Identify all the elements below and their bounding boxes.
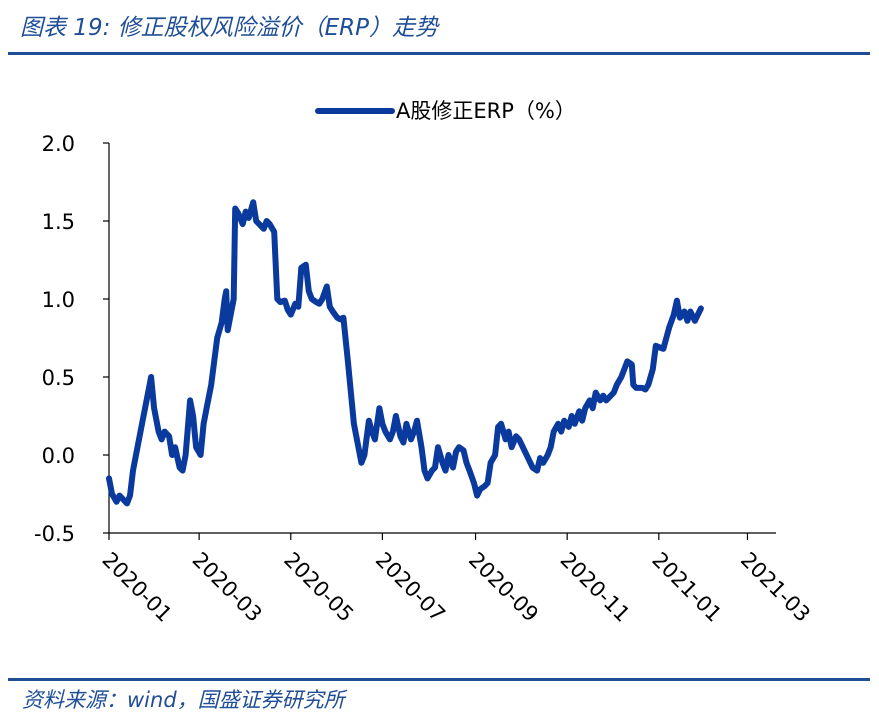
x-tick-label: 2020-03: [188, 548, 267, 627]
y-tick-label: 0.0: [42, 444, 75, 468]
figure-title: 图表 19: 修正股权风险溢价（ERP）走势: [20, 15, 439, 41]
series-line-a-share-erp: [106, 199, 704, 507]
x-tick-label: 2021-01: [647, 548, 726, 627]
x-tick-label: 2020-07: [371, 548, 450, 627]
y-tick-label: 1.5: [42, 210, 75, 234]
y-tick-label: 2.0: [42, 132, 75, 156]
legend-label: A股修正ERP（%）: [396, 99, 576, 123]
x-tick-label: 2020-01: [97, 548, 176, 627]
x-tick-label: 2021-03: [736, 548, 815, 627]
y-tick-label: 1.0: [42, 288, 75, 312]
y-tick-label: 0.5: [42, 366, 75, 390]
erp-line-chart: A股修正ERP（%） -0.50.00.51.01.52.0 2020-01 20…: [34, 99, 815, 627]
x-tick-label: 2020-05: [279, 548, 358, 627]
source-divider: [8, 678, 870, 681]
title-divider: [8, 52, 870, 55]
x-tick-label: 2020-11: [556, 548, 635, 627]
source-note: 资料来源：wind，国盛证券研究所: [22, 688, 345, 712]
x-axis: 2020-01 2020-03 2020-05 2020-07 2020-09 2020-…: [97, 532, 815, 627]
x-tick-label: 2020-09: [464, 548, 543, 627]
legend: A股修正ERP（%）: [315, 99, 576, 123]
y-tick-label: -0.5: [34, 522, 75, 546]
y-axis: -0.5 0.0 0.5 1.0 1.5 2.0: [34, 132, 110, 546]
